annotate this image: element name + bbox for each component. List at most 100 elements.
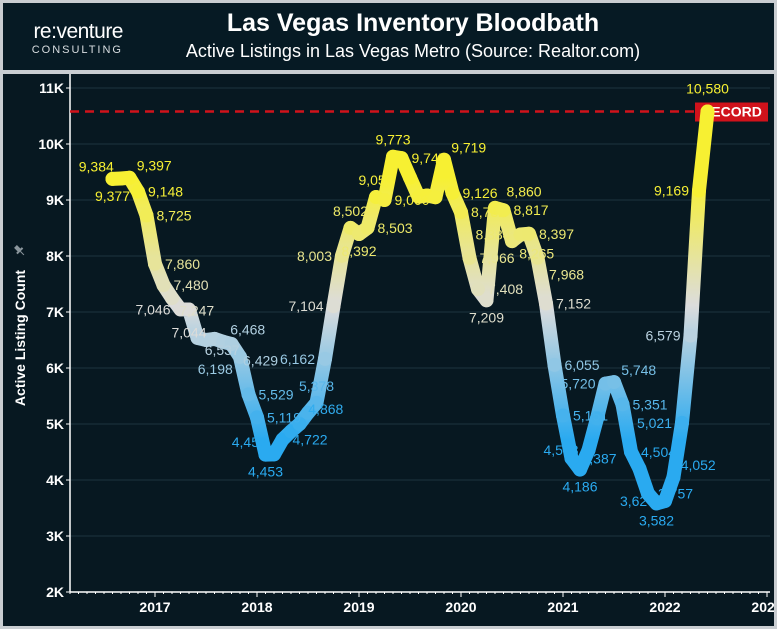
data-point[interactable] [462, 250, 477, 265]
data-label: 7,966 [480, 250, 515, 266]
data-point[interactable] [428, 190, 443, 205]
data-label: 7,968 [549, 266, 584, 282]
data-label: 9,384 [79, 158, 114, 174]
data-label: 8,503 [378, 220, 413, 236]
data-point[interactable] [675, 415, 689, 430]
chart-title: Las Vegas Inventory Bloodbath [226, 9, 600, 37]
data-point[interactable] [658, 494, 672, 509]
data-point[interactable] [394, 151, 409, 166]
x-tick-label: 2020 [445, 599, 476, 615]
data-point[interactable] [377, 193, 392, 207]
data-point[interactable] [182, 302, 196, 317]
data-point[interactable] [165, 291, 179, 306]
y-axis: 2K 3K 4K 5K 6K 7K 8K 9K 10K 11K [38, 74, 71, 600]
y-tick-label: 11K [39, 80, 64, 96]
data-point[interactable] [573, 462, 587, 477]
data-point[interactable] [666, 470, 681, 485]
data-point[interactable] [445, 185, 460, 200]
chart-subtitle: Active Listings in Las Vegas Metro (Sour… [185, 41, 641, 61]
data-label: 7,209 [469, 309, 504, 325]
y-tick-label: 7K [46, 304, 64, 320]
data-point[interactable] [139, 208, 154, 223]
data-label: 5,151 [573, 408, 608, 424]
x-tick-label: 2023 [751, 599, 774, 615]
data-point[interactable] [692, 183, 706, 198]
data-point[interactable] [615, 397, 630, 412]
data-point[interactable] [250, 410, 264, 425]
data-point[interactable] [683, 328, 698, 343]
y-tick-label: 5K [46, 416, 64, 432]
data-label: 9,053 [358, 172, 393, 188]
data-label: 8,003 [297, 248, 332, 264]
data-point[interactable] [131, 184, 145, 199]
y-axis-title-group: Active Listing Count [12, 244, 28, 406]
data-label: 5,351 [633, 396, 668, 412]
data-point[interactable] [403, 170, 417, 185]
data-point[interactable] [607, 375, 621, 390]
data-point[interactable] [241, 387, 256, 402]
data-label: 3,757 [658, 486, 693, 502]
data-label: 7,104 [288, 298, 323, 314]
x-tick-label: 2022 [649, 599, 680, 615]
header-divider [3, 70, 774, 74]
data-label: 3,582 [639, 512, 674, 528]
data-point[interactable] [624, 444, 638, 459]
data-label: 8,392 [341, 243, 376, 259]
data-point[interactable] [471, 282, 485, 297]
data-label: 8,860 [507, 183, 542, 199]
data-point[interactable] [522, 226, 536, 241]
data-label: 6,579 [645, 328, 680, 344]
data-point[interactable] [539, 296, 553, 311]
data-point[interactable] [292, 417, 307, 431]
data-point[interactable] [309, 395, 324, 410]
data-label: 4,453 [248, 464, 283, 480]
y-tick-label: 10K [38, 136, 64, 152]
pin-icon[interactable] [13, 244, 27, 258]
data-point[interactable] [224, 336, 239, 351]
data-label: 7,044 [171, 325, 206, 341]
data-label: 6,429 [243, 352, 278, 368]
data-label: 8,782 [471, 204, 506, 220]
data-point[interactable] [360, 220, 375, 235]
data-point[interactable] [233, 349, 247, 364]
data-point[interactable] [479, 293, 494, 308]
data-point[interactable] [641, 486, 655, 501]
data-point[interactable] [156, 278, 171, 293]
data-point[interactable] [267, 447, 281, 462]
data-label: 5,021 [637, 415, 672, 431]
data-point[interactable] [496, 203, 511, 218]
data-point[interactable] [122, 170, 137, 185]
data-point[interactable] [335, 248, 349, 263]
data-label: 7,247 [179, 302, 214, 318]
y-axis-title: Active Listing Count [12, 270, 28, 406]
data-point[interactable] [632, 461, 647, 476]
data-point[interactable] [437, 152, 451, 167]
data-point[interactable] [564, 451, 579, 466]
data-point[interactable] [590, 411, 604, 426]
data-point[interactable] [581, 443, 596, 458]
data-point[interactable] [556, 408, 570, 423]
data-label: 10,580 [686, 81, 729, 97]
x-tick-label: 2018 [241, 599, 272, 615]
y-tick-label: 2K [46, 584, 64, 600]
data-label: 4,458 [232, 434, 267, 450]
data-point[interactable] [326, 299, 341, 314]
data-point[interactable] [318, 351, 332, 366]
data-label: 9,377 [95, 188, 130, 204]
series-line [105, 104, 715, 511]
data-point[interactable] [530, 250, 545, 265]
data-point[interactable] [454, 205, 468, 220]
data-label: 4,387 [582, 450, 617, 466]
data-point[interactable] [700, 104, 715, 119]
logo: re:venture CONSULTING [15, 21, 124, 57]
y-tick-label: 8K [46, 248, 64, 264]
data-point[interactable] [148, 256, 162, 271]
data-label: 5,720 [560, 376, 595, 392]
data-label: 5,378 [299, 378, 334, 394]
data-label: 8,502 [333, 203, 368, 219]
data-point[interactable] [301, 405, 315, 420]
data-point[interactable] [547, 357, 562, 372]
data-label: 7,860 [165, 256, 200, 272]
